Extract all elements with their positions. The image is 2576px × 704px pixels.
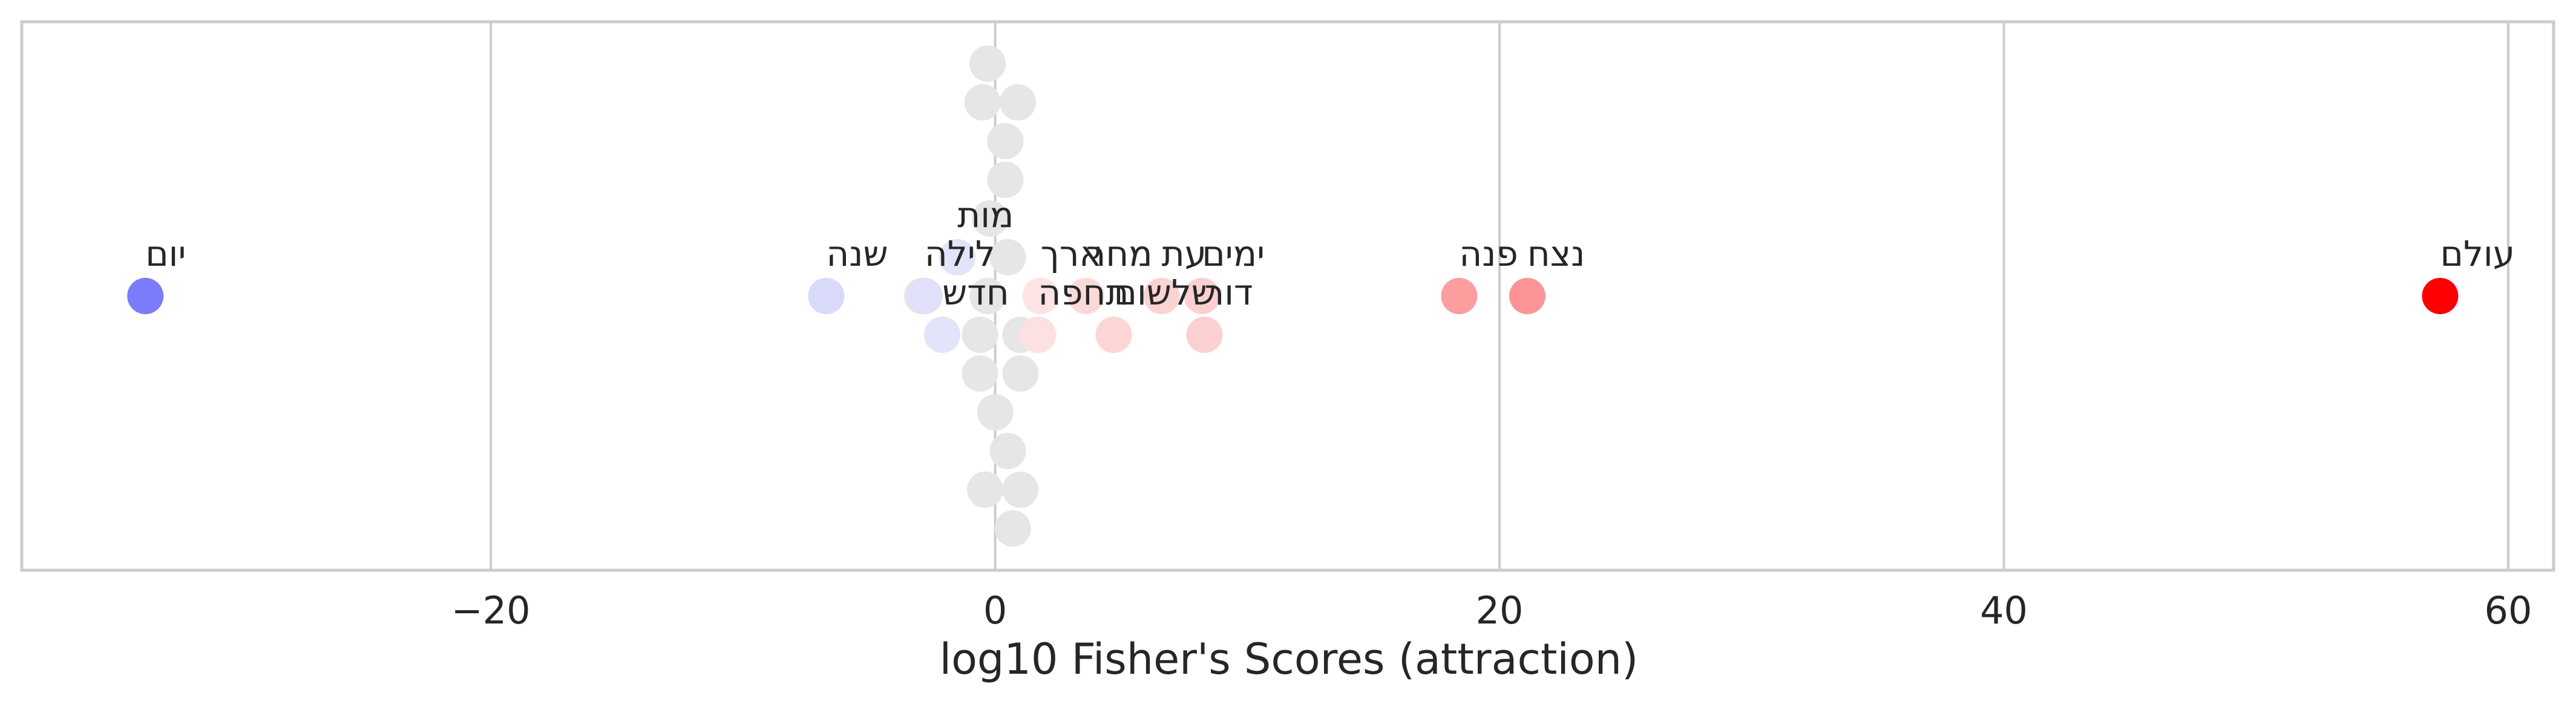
x-tick-label: −20 bbox=[451, 588, 531, 633]
labeled-data-point bbox=[1441, 278, 1478, 314]
data-point bbox=[1002, 472, 1039, 508]
point-label: ימים bbox=[1202, 233, 1265, 274]
point-label: יום bbox=[145, 233, 186, 274]
data-point bbox=[969, 45, 1006, 82]
labeled-data-point bbox=[1020, 317, 1057, 353]
point-label: חדש bbox=[942, 272, 1009, 313]
labeled-data-point bbox=[1184, 278, 1221, 314]
labeled-data-point bbox=[939, 239, 976, 275]
point-label: נצח bbox=[1527, 233, 1585, 274]
point-label: שלשום bbox=[1113, 272, 1216, 313]
x-tick-label: 60 bbox=[2485, 588, 2532, 633]
point-label: ארך bbox=[1041, 233, 1103, 274]
labeled-data-point bbox=[1022, 278, 1059, 314]
data-point bbox=[964, 84, 1001, 120]
point-label: שנה bbox=[826, 233, 888, 274]
data-point bbox=[989, 239, 1026, 275]
data-point bbox=[962, 317, 998, 353]
x-tick-labels: −20 0 20 40 60 bbox=[451, 588, 2532, 633]
data-point bbox=[987, 162, 1024, 198]
labeled-data-point bbox=[2422, 278, 2459, 314]
data-point bbox=[1002, 355, 1039, 392]
labeled-data-point bbox=[127, 278, 164, 314]
point-label: עולם bbox=[2440, 233, 2515, 274]
data-point bbox=[1000, 84, 1037, 120]
data-point bbox=[994, 510, 1031, 547]
point-label: פנה bbox=[1459, 233, 1518, 274]
point-label: לילה bbox=[925, 233, 995, 274]
grid-lines bbox=[490, 22, 2509, 570]
labeled-data-point bbox=[906, 278, 943, 314]
point-label: מחר bbox=[1086, 233, 1153, 274]
labeled-data-point bbox=[1095, 317, 1132, 353]
background-points bbox=[903, 45, 1039, 547]
labeled-data-point bbox=[1067, 278, 1104, 314]
point-label: תחפה bbox=[1038, 272, 1129, 313]
labeled-data-point bbox=[1186, 317, 1223, 353]
labeled-points bbox=[127, 239, 2459, 353]
point-label: דור bbox=[1204, 272, 1253, 313]
labeled-data-point bbox=[1509, 278, 1545, 314]
data-point bbox=[989, 433, 1026, 469]
labeled-data-point bbox=[808, 278, 845, 314]
plot-frame bbox=[20, 20, 2555, 572]
data-point bbox=[987, 123, 1024, 159]
labeled-data-point bbox=[1143, 278, 1180, 314]
x-tick-label: 40 bbox=[1980, 588, 2028, 633]
data-point bbox=[972, 200, 1009, 237]
labeled-data-point bbox=[924, 317, 961, 353]
x-tick-label: 0 bbox=[983, 588, 1007, 633]
data-point bbox=[966, 472, 1003, 508]
point-label: עת bbox=[1162, 233, 1207, 274]
point-label: מות bbox=[957, 194, 1014, 235]
data-point bbox=[977, 394, 1014, 430]
data-point bbox=[962, 355, 998, 392]
x-tick-label: 20 bbox=[1476, 588, 1524, 633]
x-axis-title: log10 Fisher's Scores (attraction) bbox=[940, 634, 1639, 684]
data-point bbox=[969, 278, 1006, 314]
